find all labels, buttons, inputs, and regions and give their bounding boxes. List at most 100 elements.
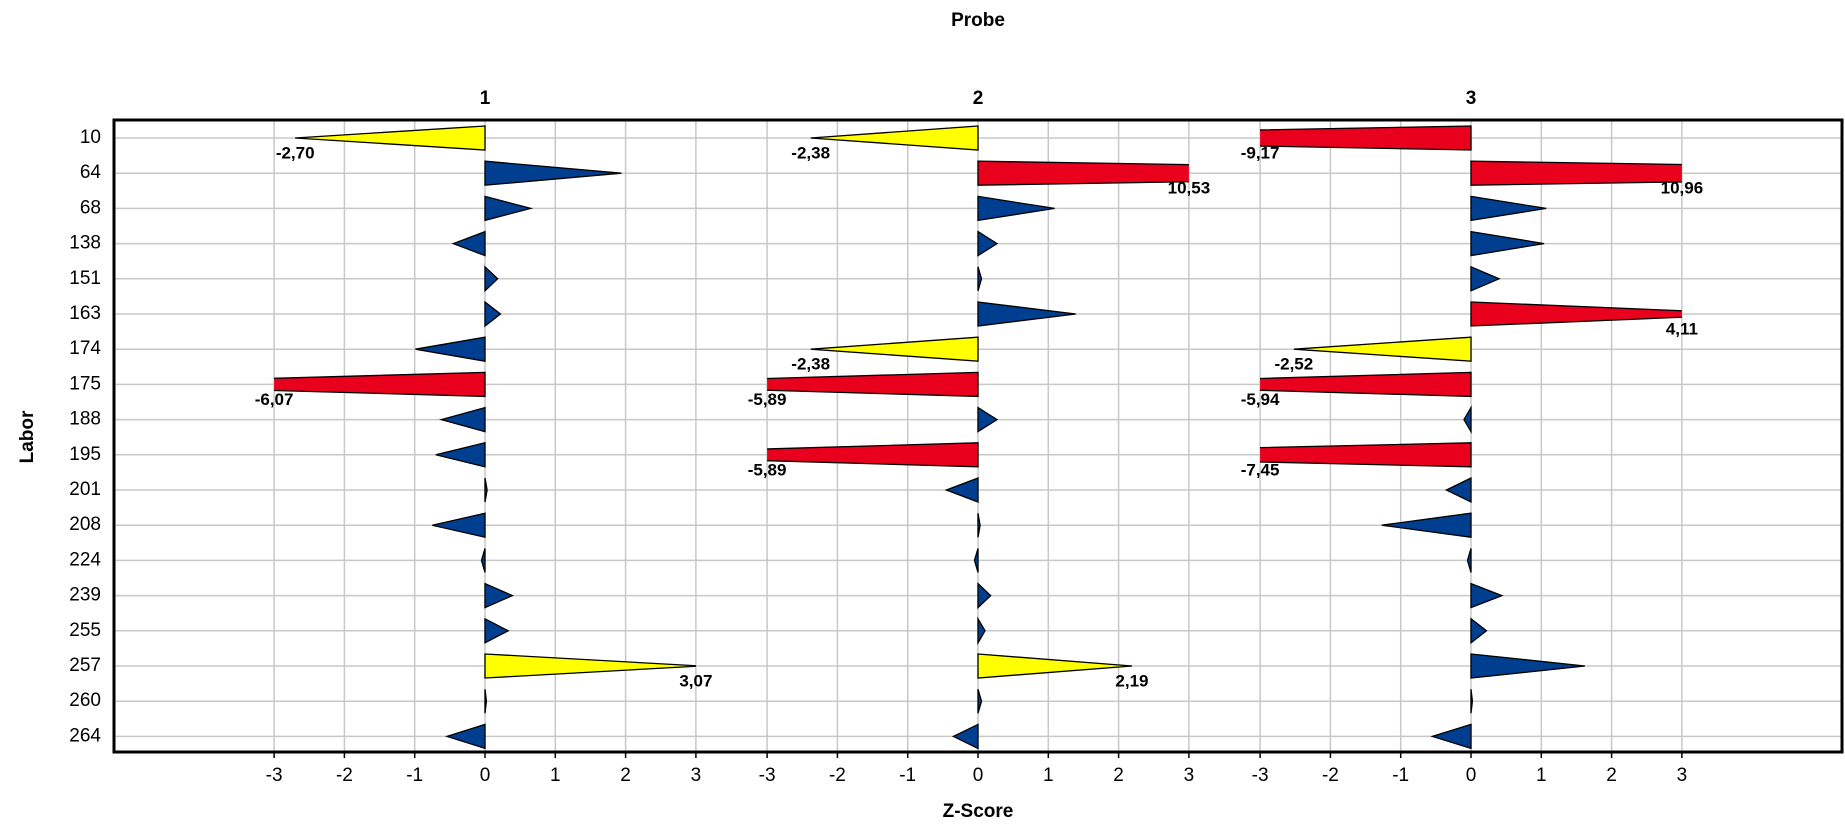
x-tick-label: -3 [759,765,776,786]
value-label: 4,11 [1666,319,1698,338]
triangle-bar [1381,512,1472,538]
y-tick-label: 224 [69,549,101,570]
triangle-bar [977,301,1076,327]
triangle-bar [1260,125,1472,151]
x-tick-label: -2 [336,765,353,786]
triangle-bar [977,689,983,714]
triangle-bar [1260,371,1472,398]
value-label: -2,52 [1274,355,1313,374]
y-tick-label: 264 [69,725,101,746]
triangle-bar [977,266,983,291]
x-axis-label: Z-Score [943,801,1014,822]
x-tick-label: -2 [829,765,846,786]
value-label: -5,94 [1241,390,1280,409]
triangle-bar [484,265,499,293]
triangle-bar [484,300,502,328]
x-tick-label: 1 [1536,765,1547,786]
x-tick-label: 2 [620,765,631,786]
triangle-bar [977,195,1055,222]
value-label: -9,17 [1241,143,1280,162]
triangle-bar [435,441,486,468]
triangle-bar [1430,723,1472,750]
triangle-bar [484,689,488,714]
triangle-bar [1293,336,1472,362]
y-tick-label: 208 [69,514,101,535]
y-tick-label: 68 [80,197,101,218]
y-tick-label: 175 [69,373,101,394]
value-label: -5,89 [748,460,787,479]
x-tick-label: 3 [1184,765,1195,786]
value-label: 2,19 [1115,671,1148,690]
triangle-bar [1470,301,1682,327]
triangle-bar [977,406,999,433]
triangle-bar [767,371,979,398]
triangle-bar [1470,160,1682,186]
triangle-bar [480,548,486,573]
triangle-bar [1466,548,1472,573]
y-tick-label: 239 [69,585,101,606]
y-tick-label: 195 [69,444,101,465]
triangle-bar [484,160,622,186]
triangle-bar [274,371,486,398]
value-label: 10,53 [1168,179,1211,198]
y-tick-label: 260 [69,690,101,711]
triangle-bar [415,336,486,362]
panel-title: 2 [973,88,984,109]
y-tick-label: 255 [69,620,101,641]
panel-title: 3 [1466,88,1477,109]
chart-title: Probe [951,10,1005,31]
x-tick-label: -3 [1252,765,1269,786]
triangle-bar [1463,405,1472,434]
triangle-bar [444,723,486,750]
value-label: -2,38 [791,355,830,374]
triangle-bar [944,477,979,503]
triangle-bar [977,160,1189,186]
value-label: -2,70 [276,143,315,162]
triangle-bar [810,336,979,362]
triangle-bar [977,513,981,538]
plot-frame [112,118,1844,754]
triangle-bar [767,442,979,468]
triangle-bar [1470,582,1504,609]
y-tick-label: 174 [69,338,101,359]
x-tick-label: 0 [480,765,491,786]
y-tick-label: 64 [80,162,102,183]
triangle-bar [1260,442,1472,468]
triangle-bar [977,582,992,610]
triangle-bar [977,230,999,257]
triangle-bar [1470,689,1474,714]
y-axis-label: Labor [17,410,38,463]
triangle-bar [484,617,510,644]
triangle-bar [951,723,979,750]
triangle-bar [484,195,534,222]
triangle-bar [438,406,486,433]
value-label: -6,07 [255,390,294,409]
y-tick-label: 201 [69,479,101,500]
triangle-bar [1470,195,1547,222]
y-tick-label: 138 [69,233,101,254]
x-tick-label: 3 [691,765,702,786]
x-tick-label: -3 [266,765,283,786]
x-tick-label: 2 [1113,765,1124,786]
x-tick-label: -2 [1322,765,1339,786]
triangle-bar [432,512,486,539]
triangle-bar [484,653,696,679]
triangle-bar [1444,476,1472,504]
panel-title: 1 [480,88,491,109]
triangle-bar [1470,653,1585,679]
triangle-bar [973,548,979,573]
triangle-bar [977,653,1133,679]
value-label: 3,07 [679,671,712,690]
y-tick-label: 151 [69,268,101,289]
x-tick-label: -1 [406,765,423,786]
y-tick-label: 10 [80,127,101,148]
y-tick-label: 188 [69,409,101,430]
triangle-bar [484,477,488,503]
y-tick-label: 257 [69,655,101,676]
y-tick-label: 163 [69,303,101,324]
triangle-bar [295,125,486,151]
triangle-bar [977,616,986,646]
x-tick-label: -1 [1392,765,1409,786]
x-tick-label: 0 [1466,765,1477,786]
